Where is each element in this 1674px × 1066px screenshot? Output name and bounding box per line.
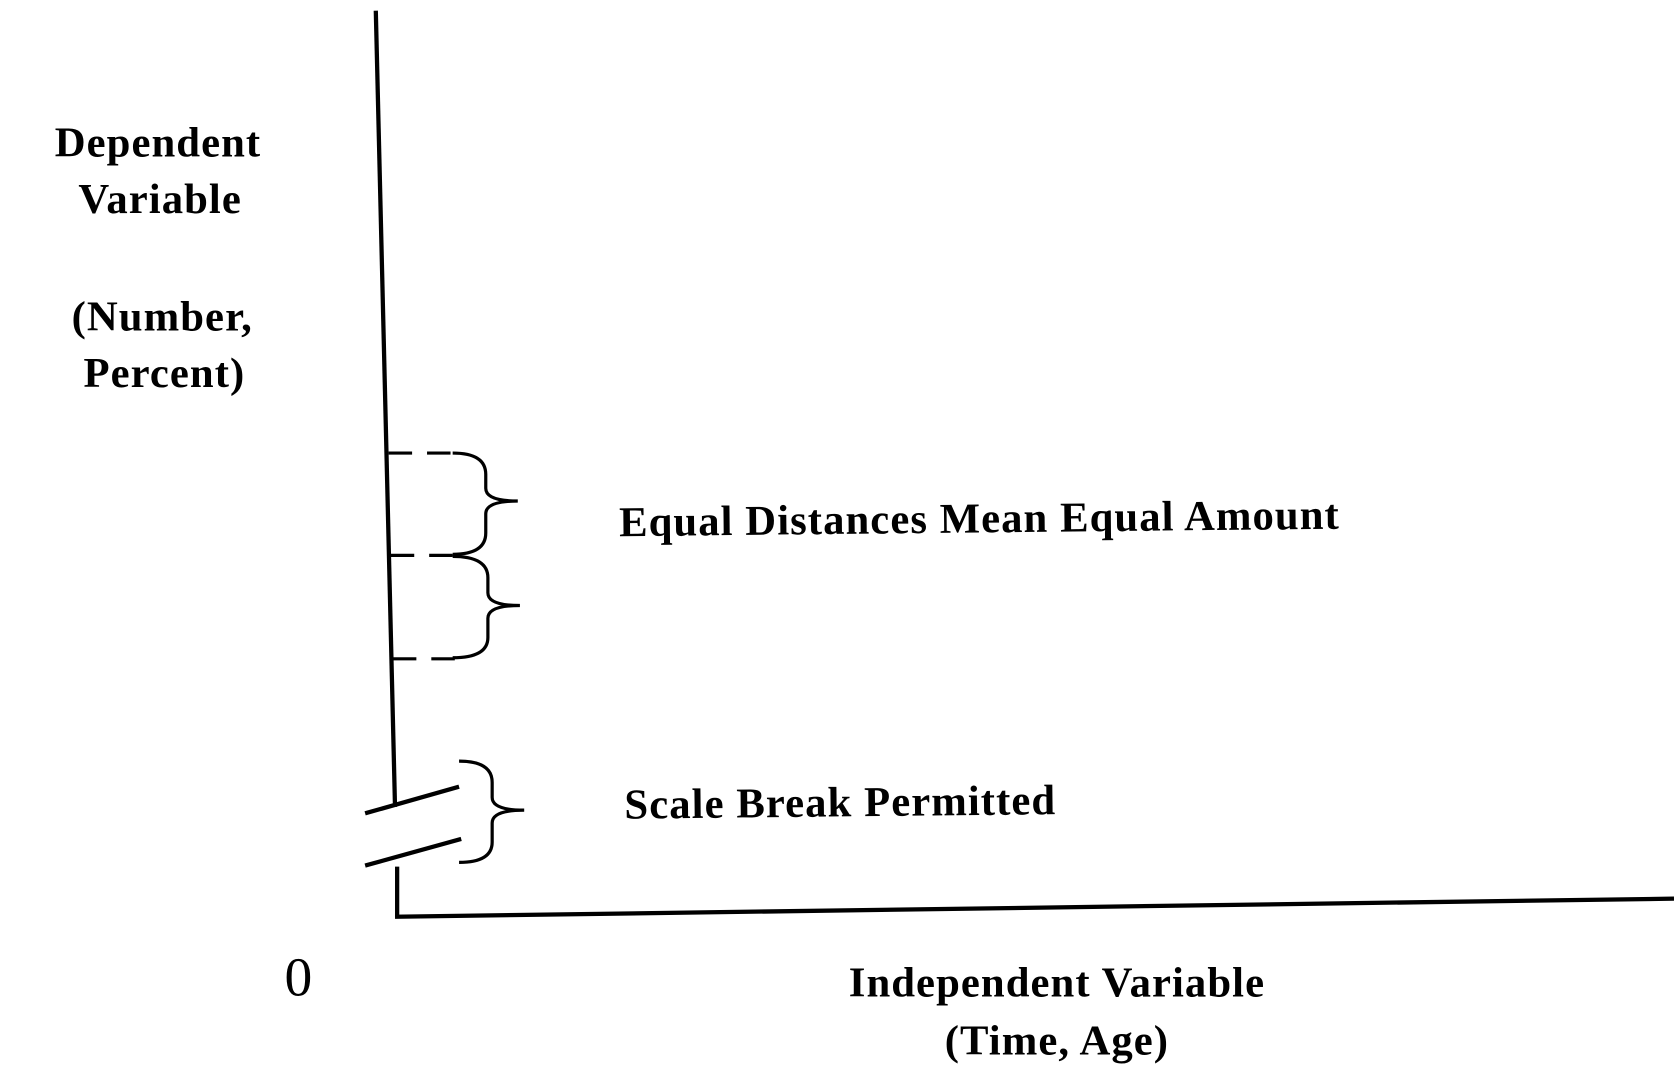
brace — [459, 759, 525, 864]
brace — [452, 451, 518, 556]
scale-break — [364, 836, 462, 868]
y-axis — [373, 10, 398, 808]
scale-break — [364, 784, 460, 816]
y-axis-label: Variable — [78, 176, 241, 223]
x-axis-units: (Time, Age) — [945, 1017, 1169, 1064]
y-axis-units: Percent) — [84, 350, 246, 397]
y-axis-label: Dependent — [55, 120, 261, 167]
origin-label: 0 — [285, 947, 314, 1008]
brace — [452, 554, 520, 660]
annotation: Scale Break Permitted — [624, 777, 1056, 828]
annotation: Equal Distances Mean Equal Amount — [619, 492, 1340, 546]
x-axis-label: Independent Variable — [849, 960, 1265, 1007]
y-axis-units: (Number, — [72, 293, 253, 340]
x-axis — [394, 896, 1674, 919]
